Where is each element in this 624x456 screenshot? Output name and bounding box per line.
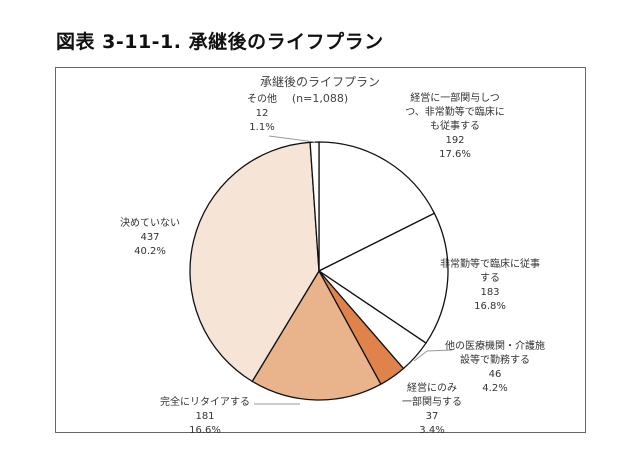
slice-label-text: も従事する <box>430 121 480 132</box>
pie-slice-5 <box>189 141 320 383</box>
slice-label-text: 経営にのみ <box>407 383 457 394</box>
chart-frame <box>55 67 586 433</box>
slice-label-4: 完全にリタイアする 181 16.6% <box>145 396 265 438</box>
pie-slice-1 <box>317 212 449 344</box>
slice-count: 183 <box>480 287 500 298</box>
slice-label-2: 他の医療機関・介護施 設等で勤務する 46 4.2% <box>435 340 555 396</box>
slice-label-1: 非常勤等で臨床に従事 する 183 16.8% <box>430 258 550 314</box>
chart-subtitle: (n=1,088) <box>291 92 349 105</box>
slice-percent: 40.2% <box>134 246 166 257</box>
slice-label-5: 決めていない 437 40.2% <box>90 217 210 259</box>
slice-label-text: つ、非常勤等で臨床に <box>405 107 505 118</box>
slice-label-text: 決めていない <box>120 218 180 229</box>
slice-label-6: その他 12 1.1% <box>202 93 322 135</box>
slice-label-text: する <box>480 273 500 284</box>
slice-percent: 16.8% <box>474 301 506 312</box>
slice-count: 192 <box>445 135 465 146</box>
slice-label-text: 完全にリタイアする <box>160 397 250 408</box>
leader-line-6 <box>268 135 316 143</box>
slice-percent: 1.1% <box>249 122 275 133</box>
slice-label-text: 非常勤等で臨床に従事 <box>440 259 540 270</box>
slice-label-text: その他 <box>247 94 277 105</box>
slice-label-text: 他の医療機関・介護施 <box>445 341 545 352</box>
figure-title: 図表 3-11-1. 承継後のライフプラン <box>56 31 384 53</box>
slice-count: 181 <box>195 411 215 422</box>
slice-label-0: 経営に一部関与しつ つ、非常勤等で臨床に も従事する 192 17.6% <box>395 92 515 162</box>
slice-count: 12 <box>255 108 269 119</box>
slice-label-3: 経営にのみ一部関与する 37 3.4% <box>372 382 492 438</box>
slice-percent: 17.6% <box>439 149 471 160</box>
slice-percent: 16.6% <box>189 425 221 436</box>
pie-slice-0 <box>318 141 436 273</box>
leader-line-2 <box>413 349 453 362</box>
chart-title: 承継後のライフプラン <box>259 75 380 89</box>
slice-label-text: 経営に一部関与しつ <box>410 93 500 104</box>
slice-count: 37 <box>425 411 439 422</box>
slice-label-text: 設等で勤務する <box>460 355 530 366</box>
slice-percent: 3.4% <box>419 425 445 436</box>
slice-count: 437 <box>140 232 160 243</box>
slice-label-text: 一部関与する <box>402 397 462 408</box>
pie-slice-4 <box>251 269 382 401</box>
slice-percent: 4.2% <box>482 383 508 394</box>
slice-count: 46 <box>488 369 502 380</box>
